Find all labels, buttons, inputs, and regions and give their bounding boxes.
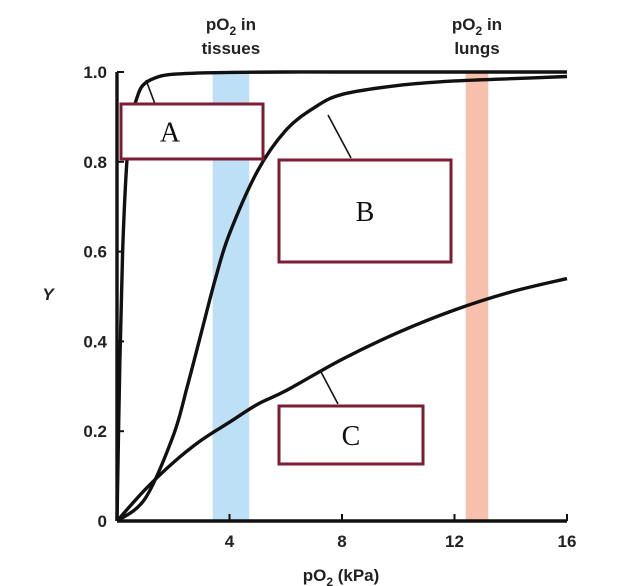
label-box-text-B: B [356,197,375,228]
y-tick-label: 1.0 [83,63,107,82]
boxes-layer: A B C [119,102,453,466]
label-box-C [277,404,425,466]
label-box-text-C: C [342,421,361,452]
x-axis-label-rest: (kPa) [333,566,379,585]
y-tick-label: 0.8 [83,153,107,172]
curve-A [115,70,567,522]
label-box-B [277,158,453,264]
x-tick-label: 12 [445,532,464,551]
y-tick-label: 0.6 [83,243,107,262]
curve-C [115,276,568,523]
leader-line-C [319,369,339,405]
axes-layer: 0 0.2 0.4 0.6 0.8 1.0 4 8 12 16 [83,63,576,551]
x-tick-label: 4 [225,532,235,551]
x-axis-label-main: pO [303,566,327,585]
band-label-lungs-line2: lungs [454,39,499,58]
curve-B [115,74,568,523]
x-axis-label-sub: 2 [326,575,333,586]
y-axis-label: Y [42,285,55,304]
band-label-tissues-line2: tissues [202,39,261,58]
band-label-lungs-line1: pO2 in [452,15,502,38]
label-box-A [119,102,265,161]
label-box-text-A: A [160,118,181,149]
curves-layer [115,70,568,523]
y-tick-label: 0 [98,512,107,531]
band-lungs [465,72,489,521]
band-label-tissues-line1: pO2 in [206,15,256,38]
x-tick-label: 16 [558,532,577,551]
x-tick-label: 8 [337,532,346,551]
leaders-layer [145,79,352,405]
x-axis-label: pO2 (kPa) [303,566,380,586]
leader-line-A [145,79,156,105]
y-tick-label: 0.2 [83,422,107,441]
y-tick-label: 0.4 [83,332,107,351]
leader-line-B [327,114,352,159]
